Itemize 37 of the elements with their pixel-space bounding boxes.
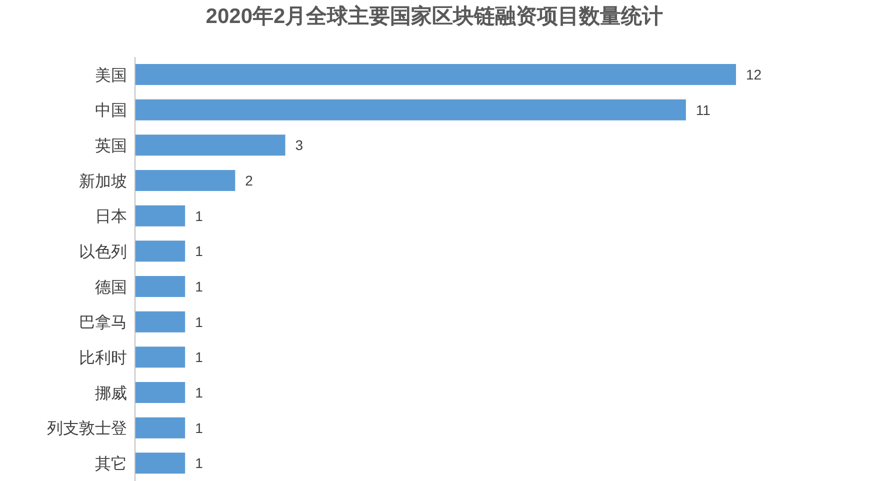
data-label: 3 bbox=[295, 137, 304, 154]
bar bbox=[135, 64, 736, 85]
y-tick-label: 巴拿马 bbox=[79, 314, 127, 332]
data-label: 1 bbox=[195, 455, 204, 472]
y-tick-label: 中国 bbox=[95, 102, 127, 120]
y-tick-label: 以色列 bbox=[79, 243, 127, 262]
data-label: 2 bbox=[245, 172, 254, 188]
y-tick-label: 列支敦士登 bbox=[47, 420, 127, 438]
bar bbox=[135, 170, 236, 191]
bar bbox=[135, 311, 186, 332]
data-label: 1 bbox=[195, 208, 204, 224]
chart-title: 2020年2月全球主要国家区块链融资项目数量统计 bbox=[204, 4, 664, 30]
y-tick-label: 挪威 bbox=[95, 384, 127, 402]
data-label: 11 bbox=[696, 102, 711, 118]
data-label: 1 bbox=[195, 278, 204, 294]
bar bbox=[135, 382, 186, 403]
data-label: 12 bbox=[746, 66, 762, 82]
y-tick-label: 英国 bbox=[95, 137, 127, 156]
bar bbox=[135, 99, 686, 120]
bar bbox=[135, 240, 186, 262]
bar bbox=[135, 417, 186, 438]
data-label: 1 bbox=[195, 243, 204, 260]
data-label: 1 bbox=[195, 349, 204, 366]
data-label: 1 bbox=[195, 314, 204, 330]
bar bbox=[135, 134, 286, 156]
data-label: 1 bbox=[195, 384, 204, 400]
y-tick-label: 美国 bbox=[95, 66, 127, 84]
bar bbox=[135, 205, 186, 226]
bar bbox=[135, 452, 186, 474]
y-tick-label: 其它 bbox=[95, 455, 127, 474]
data-label: 1 bbox=[195, 420, 204, 436]
y-tick-label: 比利时 bbox=[79, 349, 127, 368]
y-tick-label: 新加坡 bbox=[79, 172, 127, 190]
bar bbox=[135, 276, 186, 297]
y-tick-label: 德国 bbox=[95, 279, 127, 296]
y-tick-label: 日本 bbox=[95, 208, 127, 226]
bar bbox=[135, 346, 186, 368]
